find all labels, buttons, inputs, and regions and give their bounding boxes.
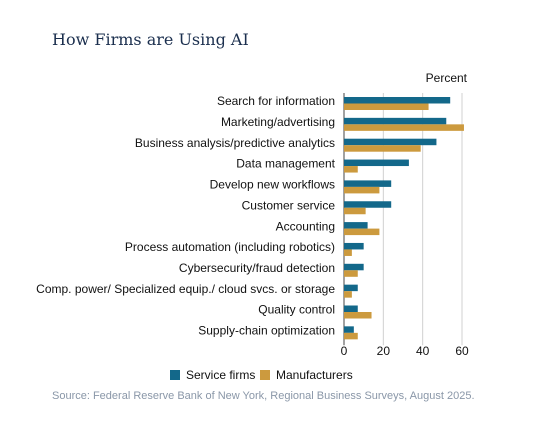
bar-manufacturers bbox=[344, 312, 372, 319]
x-axis-label: Percent bbox=[426, 71, 468, 85]
x-tick-label: 0 bbox=[341, 344, 348, 358]
bar-manufacturers bbox=[344, 207, 366, 215]
bar-manufacturers bbox=[344, 124, 464, 131]
bar-service-firms bbox=[344, 305, 358, 312]
bar-service-firms bbox=[344, 263, 364, 271]
bar-manufacturers bbox=[344, 103, 429, 110]
legend-swatch bbox=[260, 370, 270, 380]
source-note: Source: Federal Reserve Bank of New York… bbox=[52, 390, 475, 402]
x-tick-label: 40 bbox=[416, 344, 430, 358]
legend-label: Manufacturers bbox=[276, 368, 353, 382]
bar-manufacturers bbox=[344, 186, 380, 194]
gridlines bbox=[343, 93, 463, 346]
category-labels: Search for information Marketing/advertis… bbox=[36, 94, 335, 337]
bar-service-firms bbox=[344, 201, 392, 208]
bar-service-firms bbox=[344, 180, 392, 187]
category-label: Business analysis/predictive analytics bbox=[135, 136, 335, 150]
bar-service-firms bbox=[344, 159, 409, 167]
chart-title: How Firms are Using AI bbox=[52, 30, 249, 49]
category-label: Quality control bbox=[258, 303, 335, 317]
category-label: Customer service bbox=[242, 198, 336, 212]
bar-service-firms bbox=[344, 284, 358, 292]
bar-manufacturers bbox=[344, 166, 358, 173]
category-label: Cybersecurity/fraud detection bbox=[179, 261, 335, 275]
category-label: Data management bbox=[236, 157, 335, 171]
bar-manufacturers bbox=[344, 332, 358, 340]
legend: Service firms Manufacturers bbox=[170, 368, 353, 382]
legend-label: Service firms bbox=[186, 368, 255, 382]
category-label: Marketing/advertising bbox=[221, 115, 335, 129]
x-tick-labels: 0 20 40 60 bbox=[341, 344, 469, 358]
category-label: Search for information bbox=[217, 94, 335, 108]
bar-manufacturers bbox=[344, 249, 352, 256]
bar-service-firms bbox=[344, 326, 354, 333]
bar-service-firms bbox=[344, 242, 364, 250]
bar-service-firms bbox=[344, 138, 437, 146]
category-label: Supply-chain optimization bbox=[198, 324, 335, 338]
bar-service-firms bbox=[344, 117, 447, 125]
bar-manufacturers bbox=[344, 270, 358, 277]
category-label: Accounting bbox=[276, 219, 335, 233]
bar-service-firms bbox=[344, 222, 368, 229]
bar-manufacturers bbox=[344, 291, 352, 298]
bars bbox=[344, 97, 464, 340]
legend-swatch bbox=[170, 370, 180, 380]
bar-manufacturers bbox=[344, 228, 380, 236]
category-label: Process automation (including robotics) bbox=[125, 240, 335, 254]
bar-manufacturers bbox=[344, 145, 421, 152]
x-tick-label: 20 bbox=[377, 344, 391, 358]
category-label: Comp. power/ Specialized equip./ cloud s… bbox=[36, 282, 335, 296]
bar-service-firms bbox=[344, 97, 451, 104]
x-tick-label: 60 bbox=[455, 344, 469, 358]
category-label: Develop new workflows bbox=[210, 178, 335, 192]
